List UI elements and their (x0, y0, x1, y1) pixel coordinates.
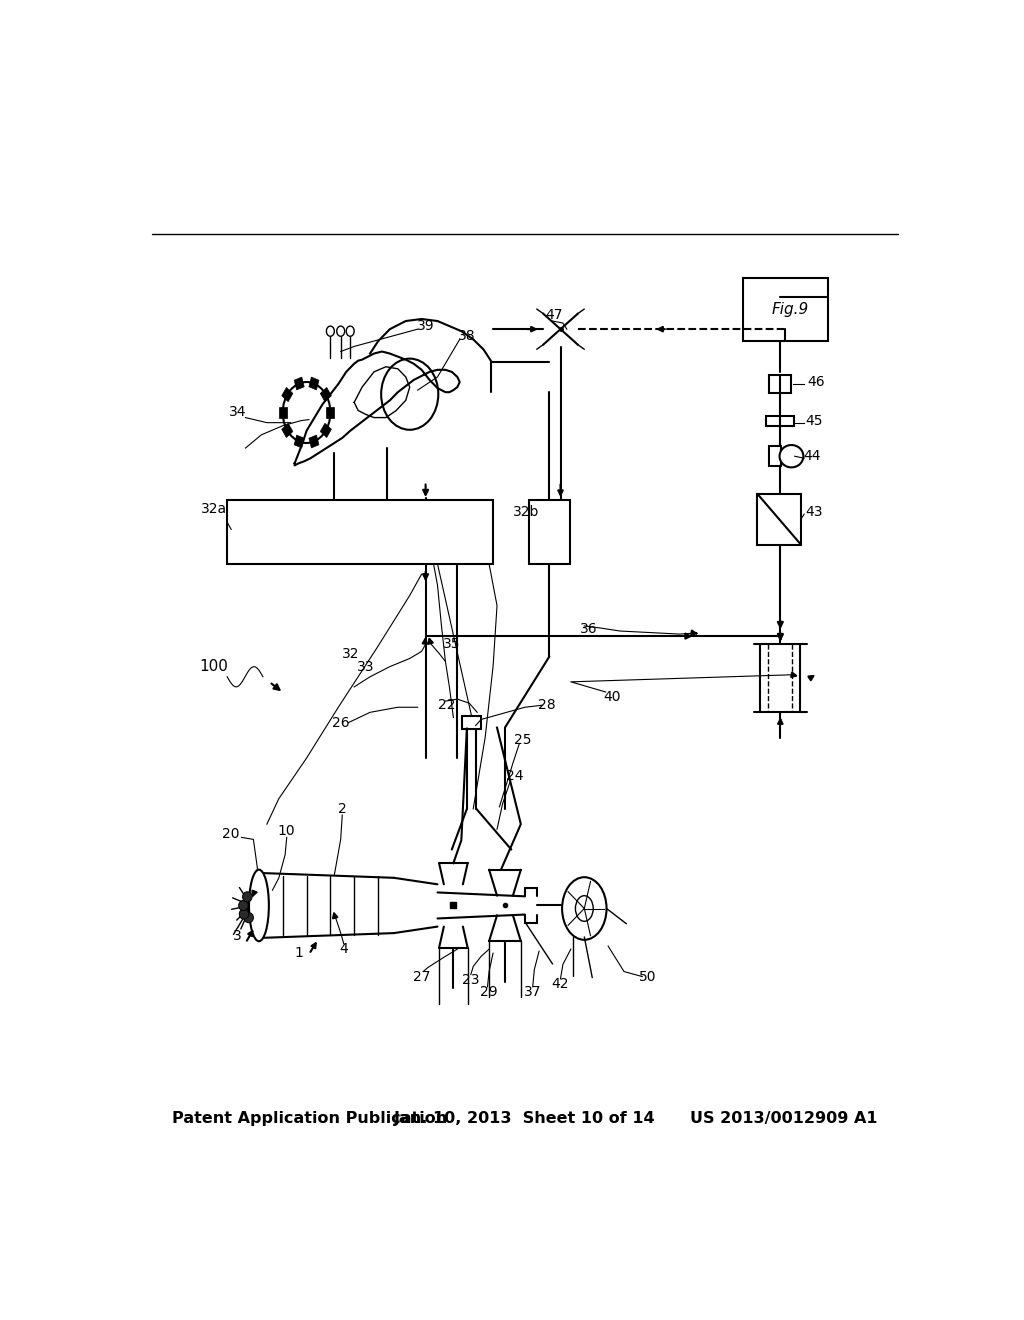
Ellipse shape (244, 912, 253, 923)
Bar (758, 494, 801, 545)
Ellipse shape (346, 326, 354, 337)
Text: 3: 3 (233, 929, 242, 942)
Bar (743, 279, 828, 342)
Text: 1: 1 (294, 946, 303, 960)
Text: 45: 45 (806, 413, 823, 428)
Bar (462, 717, 481, 729)
Text: 37: 37 (524, 985, 542, 999)
Bar (282, 424, 293, 437)
Text: US 2013/0012909 A1: US 2013/0012909 A1 (690, 1111, 878, 1126)
Bar (766, 416, 794, 426)
Text: 26: 26 (332, 715, 349, 730)
Ellipse shape (562, 878, 606, 940)
Text: 4: 4 (340, 942, 348, 956)
Text: 28: 28 (539, 698, 556, 713)
Bar (309, 436, 318, 447)
Bar (321, 388, 332, 401)
Text: 22: 22 (438, 698, 456, 713)
Bar (282, 388, 293, 401)
Ellipse shape (249, 870, 269, 941)
Text: 35: 35 (443, 638, 461, 651)
Text: 50: 50 (639, 970, 656, 983)
Bar (528, 500, 570, 564)
Ellipse shape (327, 326, 335, 337)
Ellipse shape (239, 900, 248, 911)
Bar (321, 424, 332, 437)
Bar (309, 378, 318, 389)
Text: 46: 46 (807, 375, 825, 389)
Bar (294, 378, 304, 389)
Text: 39: 39 (417, 319, 434, 333)
Text: 32a: 32a (201, 502, 226, 516)
Text: 33: 33 (357, 660, 375, 673)
Text: 32b: 32b (513, 506, 540, 519)
Bar (327, 408, 334, 417)
Text: 25: 25 (514, 733, 531, 747)
Text: 24: 24 (506, 770, 523, 783)
Bar (294, 436, 304, 447)
Text: 36: 36 (580, 622, 597, 636)
Text: 44: 44 (804, 449, 821, 463)
Bar (769, 375, 792, 393)
Text: 32: 32 (341, 647, 359, 661)
Text: 34: 34 (228, 405, 246, 420)
Ellipse shape (240, 909, 249, 919)
Ellipse shape (337, 326, 345, 337)
Text: 27: 27 (413, 970, 430, 983)
Text: 10: 10 (278, 824, 296, 838)
Text: 38: 38 (458, 329, 476, 343)
Text: 23: 23 (462, 973, 479, 986)
Ellipse shape (243, 892, 252, 902)
Text: 42: 42 (552, 977, 569, 991)
Text: Jan. 10, 2013  Sheet 10 of 14: Jan. 10, 2013 Sheet 10 of 14 (394, 1111, 655, 1126)
Text: 2: 2 (338, 801, 347, 816)
Ellipse shape (575, 896, 593, 921)
Text: 40: 40 (603, 690, 621, 704)
Text: Fig.9: Fig.9 (771, 302, 808, 317)
Text: 20: 20 (222, 828, 240, 841)
Text: 100: 100 (200, 659, 228, 675)
Text: 47: 47 (546, 308, 563, 322)
Bar (279, 408, 287, 417)
Text: 29: 29 (480, 985, 498, 999)
Bar (769, 446, 781, 466)
Bar (227, 500, 494, 564)
Ellipse shape (779, 445, 804, 467)
Text: 43: 43 (806, 506, 823, 519)
Text: Patent Application Publication: Patent Application Publication (172, 1111, 446, 1126)
